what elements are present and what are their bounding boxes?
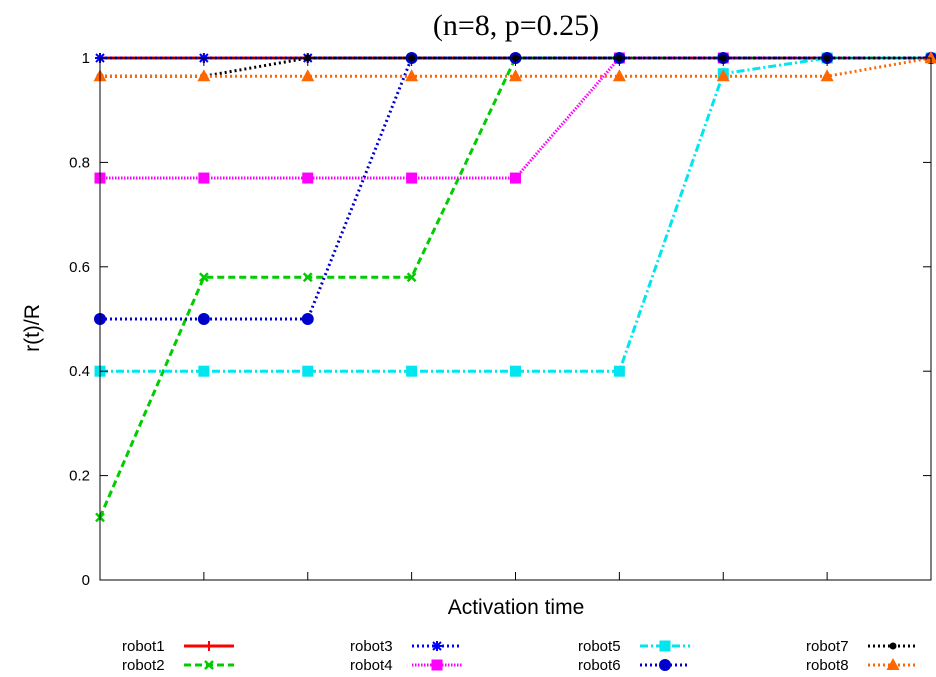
data-point — [302, 365, 314, 377]
data-point — [406, 272, 417, 283]
legend: robot1 robot2 robot3 robot4 robot5 robot6 robo… — [122, 638, 918, 674]
series-robot5 — [94, 52, 936, 377]
legend-item: robot8 — [806, 657, 918, 674]
y-tick-label: 0.8 — [69, 154, 90, 171]
data-point — [431, 659, 443, 671]
data-point — [302, 172, 314, 184]
series-robot2 — [95, 53, 936, 523]
data-point — [889, 642, 897, 650]
data-point — [659, 659, 671, 671]
legend-label: robot6 — [578, 657, 621, 674]
data-point — [820, 69, 834, 82]
data-point — [406, 172, 418, 184]
legend-label: robot4 — [350, 657, 393, 674]
legend-label: robot3 — [350, 638, 393, 655]
legend-item: robot5 — [578, 638, 690, 655]
data-point — [198, 172, 210, 184]
data-point — [659, 640, 671, 652]
y-axis-label: r(t)/R — [21, 304, 44, 352]
series-robot8 — [93, 51, 936, 82]
y-tick-label: 0.6 — [69, 259, 90, 276]
legend-item: robot2 — [122, 657, 234, 674]
data-point — [198, 365, 210, 377]
data-point — [924, 51, 936, 63]
legend-label: robot5 — [578, 638, 621, 655]
data-point — [301, 313, 314, 325]
series-robot6 — [94, 52, 936, 325]
legend-label: robot7 — [806, 638, 849, 655]
legend-item: robot1 — [122, 638, 234, 655]
series-line — [100, 56, 931, 321]
legend-item: robot4 — [350, 657, 462, 674]
legend-item: robot6 — [578, 657, 690, 674]
legend-item: robot3 — [350, 638, 462, 655]
chart-title: (n=8, p=0.25) — [433, 9, 599, 42]
legend-label: robot1 — [122, 638, 165, 655]
data-point — [301, 69, 315, 82]
data-point — [613, 365, 625, 377]
data-point — [510, 172, 521, 184]
x-axis-label: Activation time — [448, 596, 585, 619]
data-point — [302, 272, 313, 283]
plot-frame — [99, 57, 932, 581]
data-point — [204, 641, 214, 651]
y-tick-label: 0.2 — [69, 468, 90, 485]
data-point — [510, 365, 521, 377]
data-point — [198, 272, 209, 283]
data-point — [197, 313, 210, 325]
y-tick-label: 0 — [82, 572, 90, 589]
data-point — [406, 365, 418, 377]
y-axis: 0 0.2 0.4 0.6 0.8 1 — [69, 50, 931, 589]
data-point — [509, 69, 522, 82]
series-line — [98, 56, 931, 518]
series-line — [100, 56, 931, 373]
data-point — [886, 658, 900, 670]
data-point — [612, 69, 626, 82]
legend-label: robot8 — [806, 657, 849, 674]
data-point — [204, 660, 214, 670]
data-point — [716, 69, 730, 82]
y-tick-label: 1 — [82, 50, 90, 67]
plot-area — [93, 51, 936, 523]
data-point — [197, 69, 211, 82]
legend-item: robot7 — [806, 638, 918, 655]
y-tick-label: 0.4 — [69, 363, 90, 380]
x-axis — [99, 58, 932, 580]
legend-label: robot2 — [122, 657, 165, 674]
data-point — [405, 69, 419, 82]
data-point — [432, 641, 442, 651]
